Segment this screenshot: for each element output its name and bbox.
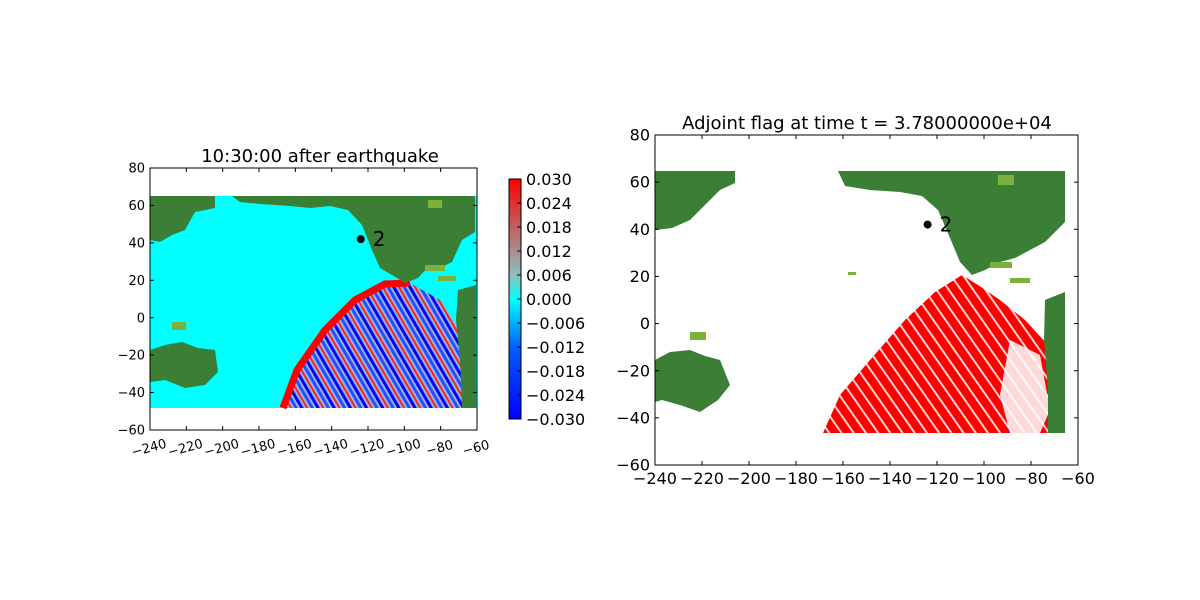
left-title: 10:30:00 after earthquake xyxy=(201,146,439,167)
colorbar-tick-label: −0.024 xyxy=(526,386,585,405)
y-tick-label: 20 xyxy=(630,267,650,286)
x-tick-label: −100 xyxy=(962,469,1006,488)
y-tick-label: 40 xyxy=(630,220,650,239)
x-tick-label: −180 xyxy=(774,469,818,488)
x-tick-label: −60 xyxy=(461,438,491,460)
y-tick-label: 0 xyxy=(137,311,145,326)
x-tick-label: −240 xyxy=(633,469,677,488)
left-land-shallow xyxy=(172,200,456,330)
station-marker xyxy=(923,220,932,229)
y-tick-label: 0 xyxy=(640,314,650,333)
colorbar-tick-label: −0.018 xyxy=(526,362,585,381)
colorbar-tick-label: 0.030 xyxy=(526,170,572,189)
y-tick-label: −20 xyxy=(118,349,145,364)
left-y-ticks: 80 60 40 20 0 −20 −40 −60 xyxy=(118,162,477,439)
x-tick-label: −120 xyxy=(348,437,386,461)
right-panel: Adjoint flag at time t = 3.78000000e+04 … xyxy=(616,113,1095,488)
left-wave-front xyxy=(279,279,411,410)
y-tick-label: 80 xyxy=(630,126,650,145)
x-tick-label: −80 xyxy=(1014,469,1048,488)
right-y-ticks: 80 60 40 20 0 −20 −40 −60 xyxy=(616,126,1078,475)
y-tick-label: 40 xyxy=(128,236,145,251)
x-tick-label: −160 xyxy=(275,437,313,461)
x-tick-label: −140 xyxy=(868,469,912,488)
x-tick-label: −160 xyxy=(821,469,865,488)
right-land xyxy=(655,171,1065,433)
y-tick-label: 80 xyxy=(128,162,145,177)
right-title: Adjoint flag at time t = 3.78000000e+04 xyxy=(682,113,1052,134)
left-land xyxy=(150,196,476,408)
y-tick-label: −20 xyxy=(616,361,650,380)
y-tick-label: −60 xyxy=(118,424,145,439)
colorbar-tick-label: 0.000 xyxy=(526,290,572,309)
y-tick-label: 20 xyxy=(128,274,145,289)
right-marker: 2 xyxy=(923,213,953,237)
y-tick-label: −40 xyxy=(616,408,650,427)
colorbar-tick-label: −0.006 xyxy=(526,314,585,333)
colorbar-tick-label: 0.012 xyxy=(526,242,572,261)
x-tick-label: −80 xyxy=(425,438,455,460)
left-map xyxy=(150,196,477,410)
x-tick-label: −240 xyxy=(130,437,168,461)
y-tick-label: 60 xyxy=(630,173,650,192)
left-panel: 10:30:00 after earthquake 80 60 40 20 0 −20 −4… xyxy=(118,146,586,460)
right-land-shallow xyxy=(690,175,1030,340)
colorbar-tick-label: 0.024 xyxy=(526,194,572,213)
x-tick-label: −180 xyxy=(239,437,277,461)
y-tick-label: −60 xyxy=(616,456,650,475)
right-x-ticks: −240 −220 −200 −180 −160 −140 −120 −100 −80 −60 xyxy=(633,135,1095,488)
colorbar-tick-label: 0.006 xyxy=(526,266,572,285)
station-label: 2 xyxy=(940,213,953,237)
x-tick-label: −220 xyxy=(166,437,204,461)
station-marker xyxy=(356,235,365,244)
left-wave-field xyxy=(283,283,476,408)
right-map xyxy=(655,171,1065,433)
x-tick-label: −100 xyxy=(384,437,422,461)
right-axes-frame xyxy=(654,134,1079,466)
y-tick-label: −40 xyxy=(118,386,145,401)
colorbar-tick-label: −0.012 xyxy=(526,338,585,357)
colorbar-ticks: 0.030 0.024 0.018 0.012 0.006 0.000 −0.006 −0.0… xyxy=(517,170,585,429)
colorbar-tick-label: −0.030 xyxy=(526,410,585,429)
y-tick-label: 60 xyxy=(128,199,145,214)
colorbar-tick-label: 0.018 xyxy=(526,218,572,237)
left-marker: 2 xyxy=(356,227,386,251)
right-flag-clear xyxy=(1000,340,1050,433)
x-tick-label: −140 xyxy=(312,437,350,461)
left-axes-frame xyxy=(149,167,478,431)
x-tick-label: −120 xyxy=(915,469,959,488)
x-tick-label: −200 xyxy=(203,437,241,461)
x-tick-label: −220 xyxy=(680,469,724,488)
x-tick-label: −200 xyxy=(727,469,771,488)
station-label: 2 xyxy=(373,227,386,251)
x-tick-label: −60 xyxy=(1061,469,1095,488)
